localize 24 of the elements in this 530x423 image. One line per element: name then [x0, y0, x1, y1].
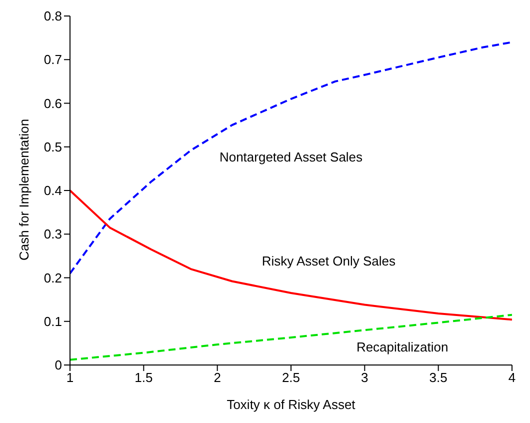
y-tick-label: 0: [54, 358, 62, 373]
series-label: Recapitalization: [356, 339, 448, 354]
y-tick-label: 0.6: [44, 96, 62, 111]
x-tick-label: 3: [361, 370, 368, 386]
y-tick-label: 0.2: [44, 270, 62, 286]
y-tick-label: 0.8: [44, 8, 62, 24]
series-label: Risky Asset Only Sales: [262, 253, 396, 268]
x-tick-label: 4: [508, 370, 516, 386]
y-tick-label: 0.7: [44, 52, 62, 68]
line-series: [70, 314, 512, 361]
y-axis-title: Cash for Implementation: [16, 118, 32, 260]
x-tick-label: 2.5: [282, 370, 300, 386]
line-series: [70, 41, 512, 274]
y-tick-label: 0.4: [44, 183, 62, 198]
y-tick-label: 0.5: [44, 139, 62, 154]
x-tick-label: 1: [66, 370, 74, 386]
x-tick-label: 2: [214, 370, 221, 386]
x-tick-label: 3.5: [429, 370, 448, 386]
series-label: Nontargeted Asset Sales: [219, 150, 364, 165]
x-tick-label: 1.5: [134, 370, 153, 386]
y-tick-label: 0.1: [44, 314, 62, 329]
y-tick-label: 0.3: [44, 226, 62, 242]
x-axis-title: Toxity κ of Risky Asset: [226, 397, 356, 412]
line-series: [70, 190, 512, 321]
